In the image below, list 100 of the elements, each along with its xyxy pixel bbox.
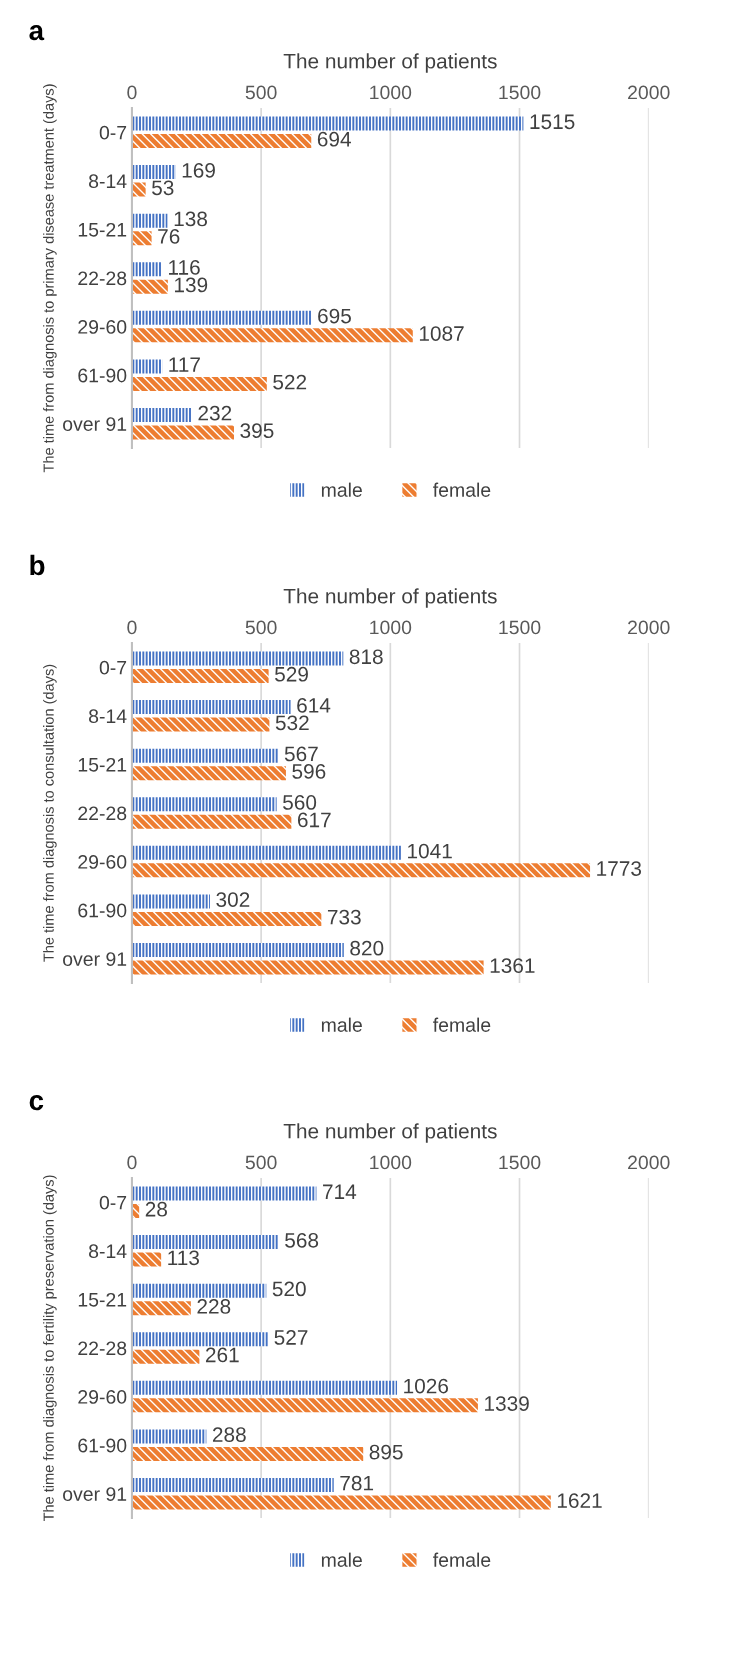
bar <box>131 407 192 422</box>
bar <box>131 766 286 781</box>
data-label: 1515 <box>530 114 575 130</box>
x-axis-title: The number of patients <box>283 1123 497 1143</box>
x-tick-label: 500 <box>245 620 277 635</box>
data-label: 288 <box>212 1427 246 1442</box>
bar <box>131 814 292 829</box>
data-label: 1339 <box>485 1396 529 1411</box>
data-label: 395 <box>240 423 274 439</box>
bar <box>131 1477 334 1492</box>
bar <box>131 942 344 957</box>
bar <box>131 310 312 325</box>
data-label: 76 <box>158 229 180 244</box>
legend-label: female <box>433 1552 491 1567</box>
y-axis-title: The time from diagnosis to primary disease treatment (days) <box>43 84 57 473</box>
y-tick-label: 61-90 <box>78 368 127 383</box>
y-tick-label: over 91 <box>63 952 127 966</box>
bar <box>131 911 322 926</box>
data-label: 232 <box>198 405 232 421</box>
y-tick-label: 22-28 <box>78 271 127 286</box>
data-label: 596 <box>292 764 326 779</box>
y-tick-label: over 91 <box>63 417 127 431</box>
y-tick-label: 0-7 <box>99 125 127 140</box>
y-tick-label: over 91 <box>63 1487 127 1501</box>
bar <box>131 116 524 131</box>
data-label: 614 <box>297 697 331 713</box>
bar <box>131 1332 269 1347</box>
x-tick-label: 1500 <box>499 1155 541 1170</box>
y-tick-label: 15-21 <box>78 1292 127 1307</box>
data-label: 1041 <box>408 843 452 859</box>
bar <box>131 279 168 294</box>
data-label: 113 <box>168 1250 199 1266</box>
data-label: 895 <box>369 1444 403 1460</box>
y-tick-label: 15-21 <box>78 222 127 237</box>
x-tick-label: 1000 <box>370 1155 412 1170</box>
x-axis-title: The number of patients <box>283 53 497 73</box>
chart-title: b <box>30 554 45 576</box>
data-label: 138 <box>174 211 208 227</box>
legend-label: male <box>321 1552 362 1567</box>
legend-label: female <box>433 1017 491 1032</box>
data-label: 567 <box>284 746 318 762</box>
x-tick-label: 0 <box>127 1155 137 1170</box>
data-label: 522 <box>273 374 307 390</box>
y-tick-label: 61-90 <box>78 903 127 918</box>
x-tick-label: 0 <box>127 620 137 635</box>
x-tick-label: 2000 <box>628 85 670 100</box>
bar <box>131 1380 398 1395</box>
y-tick-label: 22-28 <box>78 1341 127 1356</box>
y-tick-label: 8-14 <box>89 1244 127 1259</box>
x-tick-label: 2000 <box>628 1155 670 1170</box>
data-label: 617 <box>297 812 331 828</box>
bar <box>131 845 401 860</box>
legend-label: male <box>321 1017 362 1032</box>
bar <box>131 1186 317 1201</box>
bar <box>131 134 312 149</box>
y-tick-label: 61-90 <box>78 1438 127 1453</box>
y-tick-label: 8-14 <box>89 709 127 724</box>
bar <box>131 797 277 812</box>
data-label: 733 <box>327 909 361 925</box>
bar <box>131 717 270 732</box>
bar <box>131 1398 478 1413</box>
data-label: 28 <box>145 1201 167 1217</box>
y-axis-title: The time from diagnosis to consultation (days) <box>43 664 57 962</box>
y-axis-title: The time from diagnosis to fertility preservation (days) <box>43 1175 57 1522</box>
chart-title: a <box>29 25 45 41</box>
data-label: 714 <box>323 1184 357 1199</box>
data-label: 139 <box>175 277 208 293</box>
bar <box>131 669 269 684</box>
y-tick-label: 0-7 <box>99 660 127 675</box>
x-tick-label: 1500 <box>499 620 541 635</box>
x-tick-label: 2000 <box>628 620 670 635</box>
x-tick-label: 0 <box>127 85 137 100</box>
x-tick-label: 1500 <box>499 85 541 100</box>
bar <box>131 1301 191 1316</box>
bar <box>131 700 291 715</box>
data-label: 228 <box>197 1299 231 1314</box>
y-tick-label: 29-60 <box>78 320 127 334</box>
y-tick-label: 8-14 <box>89 174 127 189</box>
bar <box>131 359 163 374</box>
data-label: 1361 <box>490 958 535 974</box>
bar <box>131 1446 364 1461</box>
bar <box>131 651 344 666</box>
bar <box>131 425 234 440</box>
data-label: 1773 <box>597 861 642 876</box>
bar <box>131 262 162 277</box>
bar <box>131 1429 207 1444</box>
bar <box>131 376 267 391</box>
x-tick-label: 500 <box>245 1155 277 1170</box>
x-tick-label: 500 <box>245 85 277 100</box>
data-label: 818 <box>349 649 383 665</box>
x-axis-title: The number of patients <box>283 588 497 608</box>
bar <box>131 748 279 763</box>
data-label: 261 <box>205 1347 239 1363</box>
data-label: 529 <box>275 666 308 682</box>
bar <box>131 165 176 180</box>
bar <box>131 182 146 197</box>
y-tick-label: 15-21 <box>78 757 127 772</box>
y-tick-label: 0-7 <box>99 1195 127 1210</box>
data-label: 527 <box>274 1330 308 1345</box>
legend-label: male <box>321 482 362 497</box>
